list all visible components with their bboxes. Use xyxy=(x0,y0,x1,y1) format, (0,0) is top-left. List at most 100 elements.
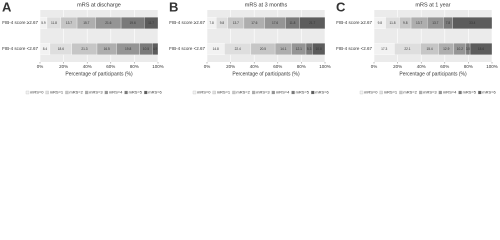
legend-label: mRS=4 xyxy=(443,90,457,95)
legend-label: mRS=3 xyxy=(256,90,270,95)
data-label: 5.9 xyxy=(41,21,46,25)
panel-label: B xyxy=(169,0,178,14)
data-label: 14.8 xyxy=(213,47,219,51)
x-tick-label: 20% xyxy=(226,64,235,69)
data-label: 20.5 xyxy=(260,47,266,51)
legend-swatch xyxy=(252,90,256,95)
data-label: 10.5 xyxy=(143,47,149,51)
legend-swatch xyxy=(359,90,364,95)
chart-title: mRS at discharge xyxy=(77,2,121,8)
legend-swatch xyxy=(311,90,315,95)
data-label: 17.3 xyxy=(381,47,387,51)
data-label: 15.7 xyxy=(83,21,89,25)
data-label: 18.6 xyxy=(58,47,64,51)
data-label: 9.8 xyxy=(378,21,383,25)
data-label: 22.4 xyxy=(235,47,241,51)
x-tick-label: 20% xyxy=(393,64,402,69)
x-tick-label: 40% xyxy=(417,64,426,69)
bar-segment xyxy=(452,16,493,29)
bar-segment xyxy=(312,43,326,56)
data-label: 7.8 xyxy=(209,21,214,25)
data-label: 13.7 xyxy=(432,21,438,25)
x-tick-label: 100% xyxy=(486,64,498,69)
data-label: 21.7 xyxy=(309,21,315,25)
y-tick-label: FIB-4 score ≥2.67 xyxy=(169,20,205,25)
legend-label: mRS=1 xyxy=(384,90,398,95)
data-label: 11.7 xyxy=(148,21,154,25)
x-tick-label: 40% xyxy=(83,64,92,69)
legend-swatch xyxy=(104,90,108,95)
data-label: 13.7 xyxy=(233,21,239,25)
legend-label: mRS=6 xyxy=(148,90,162,95)
legend-swatch xyxy=(212,90,216,95)
x-tick-label: 80% xyxy=(297,64,306,69)
x-tick-label: 60% xyxy=(106,64,115,69)
data-label: 15.4 xyxy=(426,47,432,51)
y-tick-label: FIB-4 score ≥2.67 xyxy=(336,20,372,25)
data-label: 12.1 xyxy=(296,47,302,51)
data-label: 22.1 xyxy=(404,47,410,51)
data-label: 21.6 xyxy=(105,21,111,25)
legend-label: mRS=4 xyxy=(109,90,123,95)
data-label: 4.9 xyxy=(153,47,158,51)
legend-label: mRS=2 xyxy=(236,90,250,95)
legend-label: mRS=2 xyxy=(403,90,417,95)
x-axis-label: Percentage of participants (%) xyxy=(232,71,300,77)
data-label: 12.9 xyxy=(443,47,449,51)
y-tick-label: FIB-4 score <2.67 xyxy=(336,46,372,51)
data-label: 5.3 xyxy=(307,47,312,51)
legend-swatch xyxy=(124,90,128,95)
legend-swatch xyxy=(144,90,148,95)
chart-title: mRS at 1 year xyxy=(415,2,450,8)
x-tick-label: 0% xyxy=(37,64,44,69)
x-tick-label: 60% xyxy=(273,64,282,69)
data-label: 10.2 xyxy=(457,47,463,51)
legend-swatch xyxy=(438,90,442,95)
legend-swatch xyxy=(458,90,462,95)
x-tick-label: 80% xyxy=(130,64,139,69)
x-tick-label: 60% xyxy=(440,64,449,69)
data-label: 14.1 xyxy=(280,47,286,51)
x-tick-label: 0% xyxy=(204,64,211,69)
data-label: 13.7 xyxy=(416,21,422,25)
x-tick-label: 80% xyxy=(464,64,473,69)
data-label: 21.3 xyxy=(81,47,87,51)
data-label: 11.8 xyxy=(51,21,57,25)
legend-label: mRS=6 xyxy=(315,90,329,95)
chart-title: mRS at 3 months xyxy=(245,2,288,8)
data-label: 11.8 xyxy=(289,21,295,25)
bar-segment xyxy=(152,43,159,56)
legend-label: mRS=0 xyxy=(197,90,211,95)
legend-swatch xyxy=(45,90,49,95)
legend-swatch xyxy=(399,90,403,95)
data-label: 7.8 xyxy=(446,21,451,25)
legend-swatch xyxy=(65,90,69,95)
legend-swatch xyxy=(232,90,236,95)
y-tick-label: FIB-4 score <2.67 xyxy=(169,46,205,51)
y-tick-label: FIB-4 score ≥2.67 xyxy=(2,20,38,25)
legend-label: mRS=3 xyxy=(89,90,103,95)
panel-label: A xyxy=(2,0,12,14)
legend-label: mRS=3 xyxy=(423,90,437,95)
data-label: 19.6 xyxy=(130,21,136,25)
legend-label: mRS=0 xyxy=(30,90,44,95)
data-label: 8.4 xyxy=(43,47,48,51)
x-tick-label: 20% xyxy=(59,64,68,69)
data-label: 13.7 xyxy=(66,21,72,25)
data-label: 17.6 xyxy=(272,21,278,25)
bar-segment xyxy=(299,16,326,29)
x-axis-label: Percentage of participants (%) xyxy=(65,71,133,77)
data-label: 9.8 xyxy=(220,21,225,25)
legend-swatch xyxy=(192,90,197,95)
legend-label: mRS=4 xyxy=(276,90,290,95)
y-tick-label: FIB-4 score <2.67 xyxy=(2,46,38,51)
data-label: 33.4 xyxy=(469,21,475,25)
legend-swatch xyxy=(291,90,295,95)
data-label: 3.5 xyxy=(466,47,471,51)
data-label: 11.8 xyxy=(390,21,396,25)
legend-swatch xyxy=(478,90,482,95)
data-label: 16.5 xyxy=(104,47,110,51)
legend-label: mRS=1 xyxy=(217,90,231,95)
x-tick-label: 100% xyxy=(152,64,164,69)
